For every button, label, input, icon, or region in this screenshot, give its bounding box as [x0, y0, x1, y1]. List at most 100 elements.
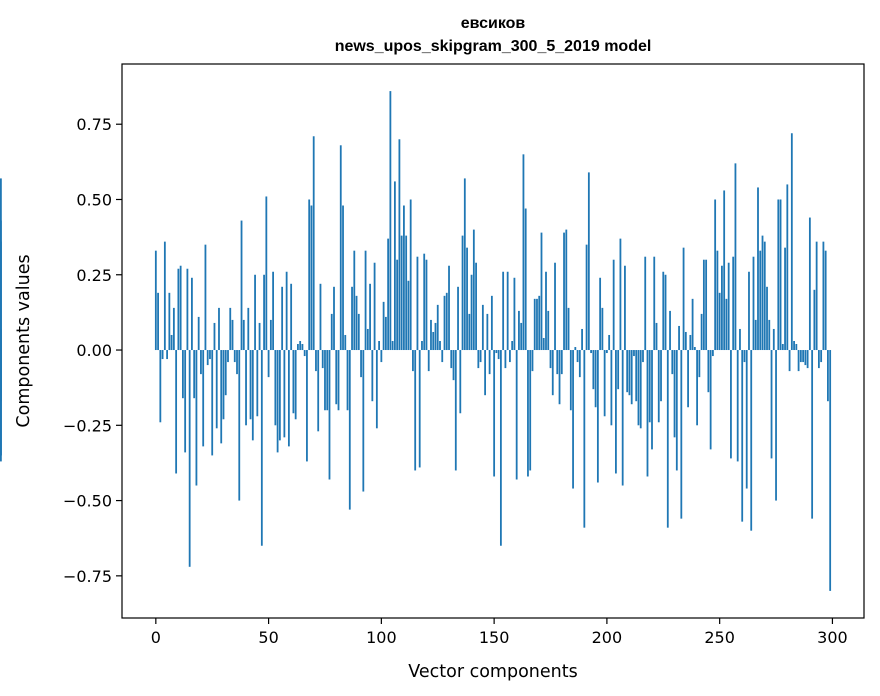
- bar: [624, 265, 626, 351]
- bar: [457, 286, 459, 351]
- bar: [824, 250, 827, 351]
- y-tick-label: −0.25: [63, 416, 112, 435]
- x-tick-label: 50: [258, 628, 278, 647]
- bar: [450, 350, 453, 369]
- bar: [236, 350, 238, 375]
- bar: [371, 350, 374, 402]
- bar: [269, 319, 272, 351]
- bar: [326, 350, 329, 411]
- bar: [608, 334, 611, 351]
- bar: [777, 199, 780, 351]
- bar: [714, 199, 717, 351]
- bar: [484, 350, 486, 396]
- bar: [430, 319, 432, 351]
- bar: [172, 307, 175, 351]
- bar: [779, 199, 782, 351]
- bar: [556, 350, 559, 375]
- bar: [689, 334, 692, 351]
- bar: [554, 262, 556, 351]
- bar: [380, 350, 383, 363]
- bar: [461, 235, 464, 351]
- bar: [297, 344, 299, 351]
- bar: [504, 350, 507, 369]
- bar: [599, 277, 602, 351]
- bar: [806, 350, 809, 369]
- bar: [299, 341, 302, 351]
- bar: [378, 341, 380, 351]
- bar: [754, 319, 757, 351]
- bar: [265, 196, 268, 351]
- bar: [260, 350, 263, 546]
- bar: [637, 350, 640, 426]
- bar: [594, 350, 597, 408]
- bar: [441, 350, 444, 363]
- bar: [682, 247, 685, 351]
- bar: [276, 350, 279, 453]
- bar: [333, 286, 335, 351]
- bar: [339, 145, 342, 351]
- bar: [669, 310, 671, 351]
- bar: [770, 350, 773, 459]
- bar: [705, 259, 708, 351]
- chart-title: евсиков: [461, 15, 526, 32]
- bar: [716, 250, 719, 351]
- chart-subtitle: news_upos_skipgram_300_5_2019 model: [335, 38, 652, 55]
- bar: [391, 341, 394, 351]
- bar: [630, 350, 633, 405]
- bar: [193, 350, 196, 399]
- bar: [700, 313, 703, 351]
- bar: [369, 283, 371, 351]
- bar: [195, 350, 198, 486]
- bar: [472, 229, 475, 351]
- bar: [743, 350, 746, 363]
- bar: [188, 350, 191, 567]
- bar: [576, 350, 579, 363]
- bar: [664, 274, 667, 351]
- x-tick-label: 150: [479, 628, 510, 647]
- bar: [761, 235, 764, 351]
- bar: [793, 341, 795, 351]
- bar: [477, 350, 480, 369]
- bar: [427, 350, 430, 372]
- bar: [459, 350, 462, 414]
- y-axis-label: Components values: [14, 254, 34, 427]
- bar: [522, 154, 525, 351]
- bar: [518, 310, 520, 351]
- y-tick-label: 0.50: [76, 190, 112, 209]
- bar: [240, 220, 243, 351]
- bar: [657, 350, 660, 423]
- bar: [245, 350, 247, 426]
- bar: [409, 199, 412, 351]
- bar: [506, 271, 509, 351]
- bar: [565, 229, 568, 351]
- bar: [768, 319, 771, 351]
- bar: [366, 328, 369, 351]
- bar: [820, 350, 823, 363]
- bar: [436, 304, 439, 351]
- bar: [213, 322, 216, 351]
- bar: [227, 350, 229, 363]
- bar: [209, 350, 211, 360]
- bar: [200, 350, 202, 375]
- bar: [772, 328, 775, 351]
- bar: [605, 350, 608, 354]
- bar: [759, 250, 762, 351]
- bar: [389, 91, 392, 351]
- bar: [646, 350, 649, 477]
- bar: [215, 350, 218, 429]
- bar: [617, 350, 620, 390]
- bar: [342, 205, 344, 351]
- bar: [157, 292, 159, 351]
- x-tick-label: 0: [151, 628, 161, 647]
- bar: [287, 350, 290, 447]
- bar: [414, 350, 417, 471]
- bar: [527, 350, 529, 477]
- bar: [822, 241, 825, 351]
- bar: [675, 350, 678, 471]
- bar: [382, 301, 385, 351]
- bar: [499, 350, 502, 546]
- bar: [590, 350, 592, 354]
- bar: [795, 344, 798, 351]
- bar: [736, 350, 739, 462]
